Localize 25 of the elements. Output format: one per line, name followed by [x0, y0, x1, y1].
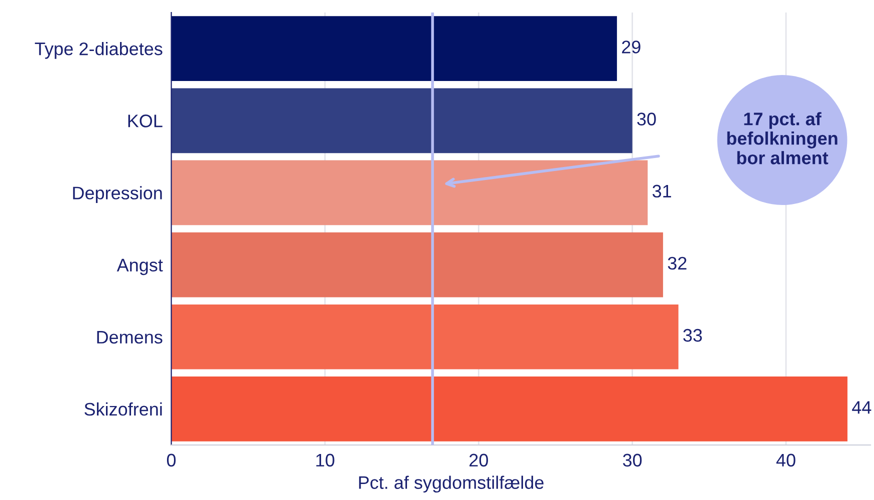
- x-tick-label: 20: [470, 454, 488, 467]
- x-tick-label: 30: [622, 454, 642, 467]
- y-tick-label: Type 2-diabetes: [34, 42, 162, 59]
- x-tick-label: 10: [316, 454, 334, 467]
- x-tick-label: 40: [776, 454, 796, 467]
- bar: [171, 376, 848, 442]
- bar: [171, 232, 664, 298]
- data-label: 29: [622, 40, 640, 54]
- data-label: 32: [668, 256, 686, 270]
- y-tick-label: Demens: [97, 330, 162, 344]
- bar: [171, 16, 617, 81]
- bar: [171, 304, 678, 370]
- annotation: 17 pct. af befolkningen bor alment: [727, 112, 838, 164]
- x-tick-label: 0: [166, 454, 176, 467]
- data-label: 44: [852, 401, 872, 414]
- data-label: 31: [652, 184, 672, 198]
- data-label: 30: [637, 112, 656, 126]
- bar: [171, 160, 648, 226]
- x-axis-title: Pct. af sygdomstilfælde: [359, 476, 544, 493]
- y-tick-label: Skizofreni: [84, 402, 162, 416]
- y-tick-label: Angst: [116, 258, 163, 276]
- bar: [171, 88, 632, 154]
- data-label: 33: [683, 328, 702, 342]
- y-tick-label: KOL: [128, 114, 162, 128]
- y-tick-label: Depression: [73, 186, 162, 203]
